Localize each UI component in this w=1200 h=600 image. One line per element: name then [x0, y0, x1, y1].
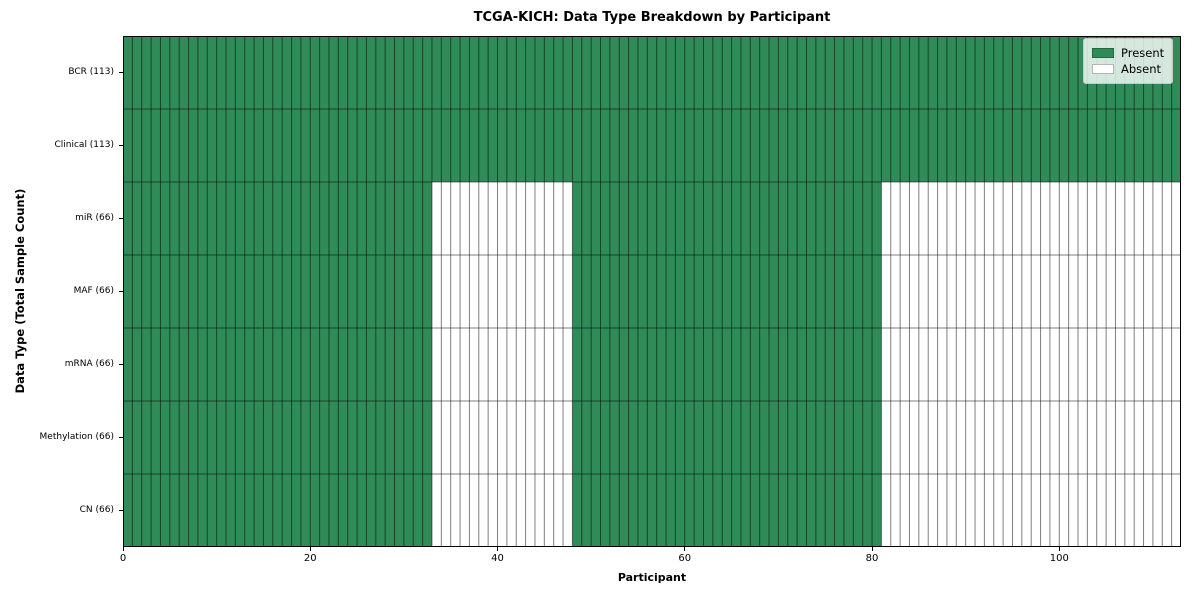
- x-tick-label: 100: [1049, 553, 1069, 564]
- heatmap-svg: [123, 36, 1181, 547]
- y-tick-label: Methylation (66): [39, 432, 114, 442]
- y-tick-mark: [119, 291, 123, 292]
- row-present-segment: [123, 474, 432, 547]
- y-tick-label: BCR (113): [68, 67, 114, 77]
- row-present-segment: [123, 182, 432, 255]
- x-tick-mark: [871, 547, 873, 551]
- x-tick-mark: [497, 547, 498, 551]
- x-tick-label: 0: [119, 553, 127, 564]
- plot-area: [123, 36, 1181, 547]
- row-present-segment: [123, 109, 1181, 182]
- y-tick-label: MAF (66): [73, 286, 114, 296]
- legend-label-absent: Absent: [1121, 62, 1162, 76]
- y-tick-mark: [119, 364, 123, 365]
- row-present-segment: [123, 401, 432, 474]
- x-tick-label: 80: [865, 553, 879, 564]
- y-tick-label: Clinical (113): [54, 140, 114, 150]
- x-tick-label: 60: [678, 553, 692, 564]
- y-tick-label: mRNA (66): [64, 359, 114, 369]
- x-tick-label: 20: [303, 553, 317, 564]
- row-present-segment: [123, 328, 432, 401]
- legend: Present Absent: [1083, 38, 1174, 84]
- y-tick-label: CN (66): [79, 505, 114, 515]
- row-present-segment: [123, 36, 1181, 109]
- y-tick-mark: [119, 72, 123, 73]
- y-tick-label: miR (66): [75, 213, 114, 223]
- x-axis-label: Participant: [617, 571, 687, 584]
- x-tick-mark: [122, 547, 124, 551]
- row-present-segment: [572, 474, 882, 547]
- y-tick-mark: [119, 510, 123, 511]
- legend-swatch-absent: [1092, 64, 1114, 74]
- x-tick-mark: [309, 547, 311, 551]
- plot-frame: [123, 36, 1181, 547]
- row-present-segment: [572, 328, 882, 401]
- row-present-segment: [572, 182, 882, 255]
- y-tick-mark: [119, 145, 123, 146]
- y-tick-mark: [119, 218, 123, 219]
- legend-swatch-present: [1092, 48, 1114, 58]
- legend-label-present: Present: [1121, 46, 1165, 60]
- chart-title: TCGA-KICH: Data Type Breakdown by Partic…: [473, 10, 831, 25]
- row-present-segment: [123, 255, 432, 328]
- x-tick-mark: [684, 547, 686, 551]
- legend-entry-present: Present: [1092, 45, 1164, 61]
- row-present-segment: [572, 255, 882, 328]
- x-tick-label: 40: [491, 553, 504, 564]
- legend-entry-absent: Absent: [1092, 61, 1164, 77]
- x-tick-mark: [1058, 547, 1060, 551]
- y-tick-mark: [119, 437, 123, 438]
- row-present-segment: [572, 401, 882, 474]
